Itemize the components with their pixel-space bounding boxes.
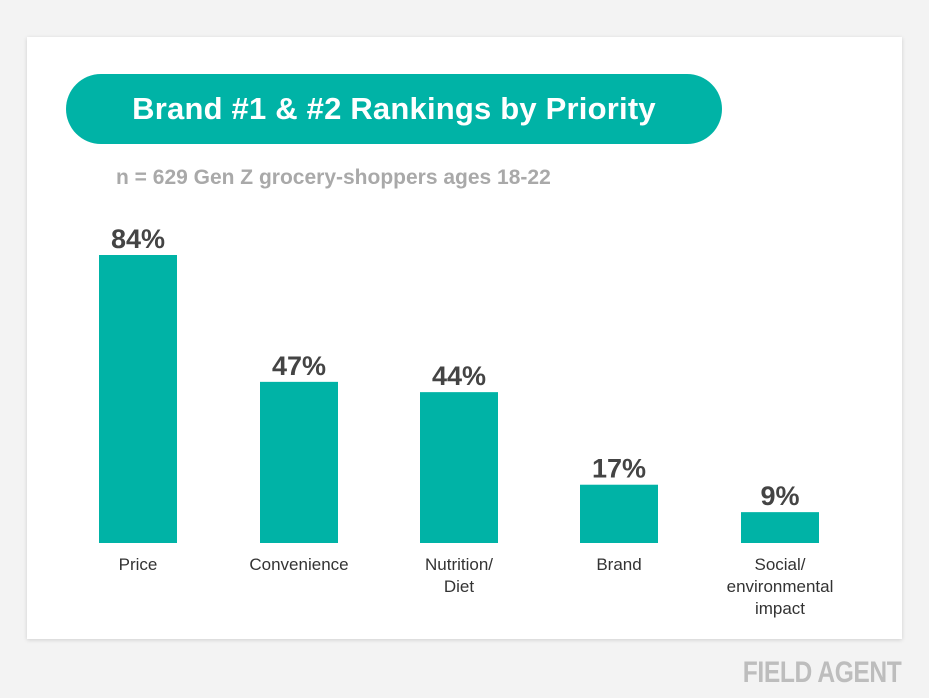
chart-subtitle: n = 629 Gen Z grocery-shoppers ages 18-2… xyxy=(116,166,551,189)
bar-2 xyxy=(420,392,498,543)
value-label-0: 84% xyxy=(111,224,165,254)
bar-0 xyxy=(99,255,177,543)
category-label-line: Convenience xyxy=(249,555,348,574)
value-label-3: 17% xyxy=(592,454,646,484)
chart-title: Brand #1 & #2 Rankings by Priority xyxy=(132,91,656,126)
bar-1 xyxy=(260,381,338,543)
category-label-2: Nutrition/Diet xyxy=(425,555,493,596)
value-label-2: 44% xyxy=(432,361,486,391)
value-label-1: 47% xyxy=(272,351,326,381)
bar-4 xyxy=(741,512,819,543)
category-label-line: Social/ xyxy=(754,555,805,574)
category-label-line: environmental xyxy=(727,577,834,596)
value-label-4: 9% xyxy=(760,481,799,511)
category-label-line: Brand xyxy=(596,555,641,574)
chart-title-pill: Brand #1 & #2 Rankings by Priority xyxy=(66,74,722,144)
category-label-0: Price xyxy=(119,555,158,574)
category-label-line: impact xyxy=(755,599,805,618)
field-agent-logo: FIELD AGENT xyxy=(742,656,901,689)
category-label-line: Diet xyxy=(444,577,475,596)
category-label-3: Brand xyxy=(596,555,641,574)
category-label-line: Price xyxy=(119,555,158,574)
category-label-1: Convenience xyxy=(249,555,348,574)
category-label-4: Social/environmental impact xyxy=(727,555,834,618)
bar-3 xyxy=(580,484,658,543)
category-label-line: Nutrition/ xyxy=(425,555,493,574)
